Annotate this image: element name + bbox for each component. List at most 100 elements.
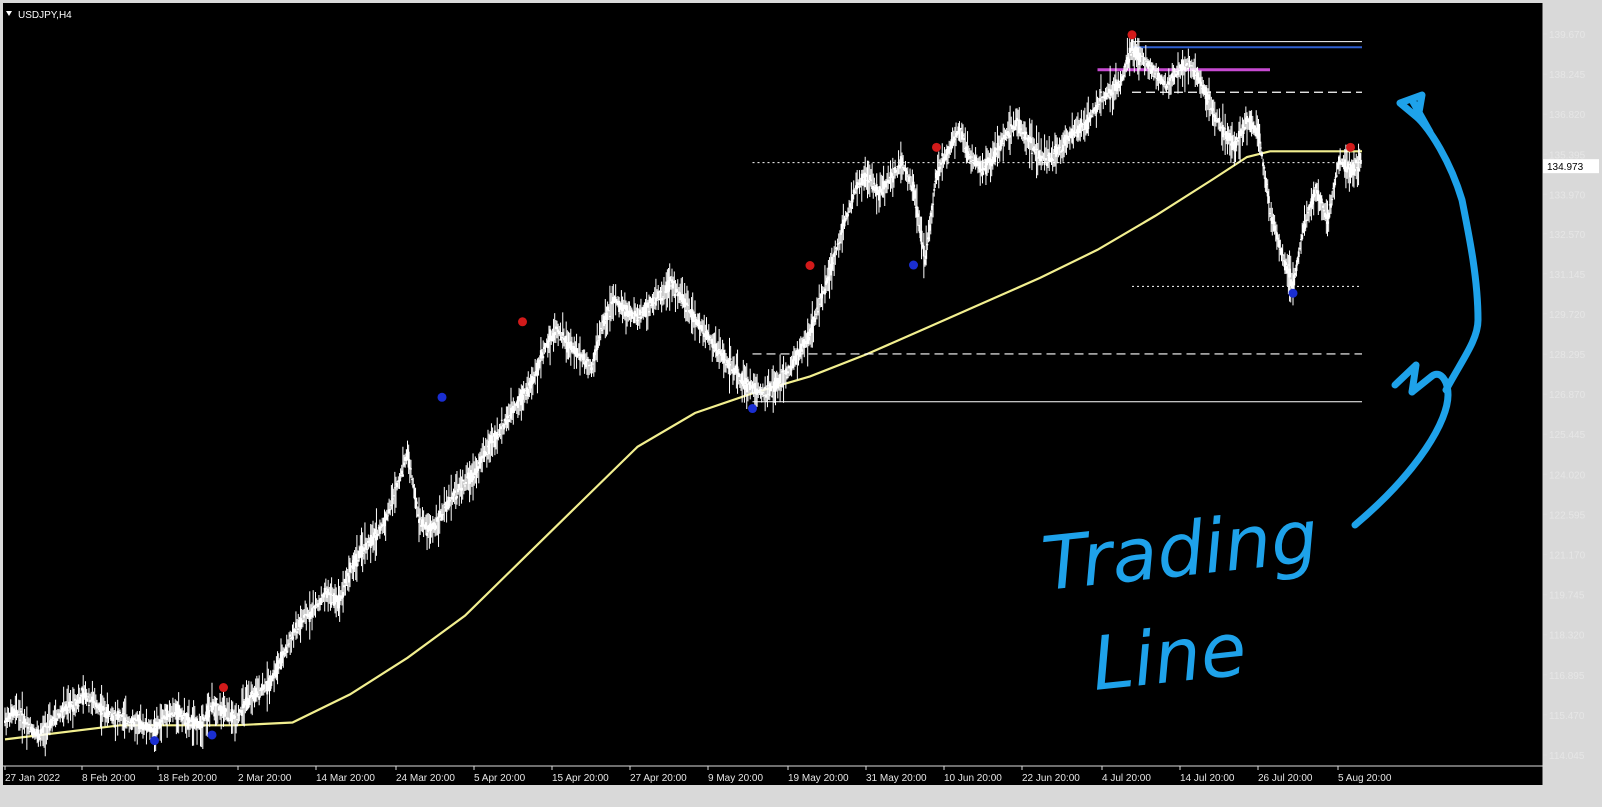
candle-body bbox=[51, 719, 54, 726]
candle-body bbox=[1289, 279, 1292, 286]
candle-body bbox=[580, 354, 583, 357]
candle-body bbox=[850, 207, 853, 209]
candle-body bbox=[227, 717, 230, 722]
candle-body bbox=[1079, 123, 1082, 134]
candle-body bbox=[1331, 199, 1334, 201]
candle-body bbox=[212, 701, 215, 710]
candle-body bbox=[905, 171, 908, 175]
candle-body bbox=[782, 370, 785, 372]
candle-body bbox=[694, 313, 696, 319]
candle-body bbox=[806, 331, 809, 345]
candle-body bbox=[20, 710, 23, 713]
candle-body bbox=[743, 384, 746, 390]
swing-high-marker bbox=[1127, 30, 1137, 40]
candle-body bbox=[185, 713, 188, 721]
candle-body bbox=[179, 710, 182, 715]
candle-body bbox=[1151, 65, 1154, 70]
candle-body bbox=[669, 285, 672, 287]
candle-body bbox=[162, 715, 165, 719]
candle-body bbox=[530, 375, 533, 385]
candle-body bbox=[1116, 82, 1119, 92]
candle-body bbox=[1225, 131, 1228, 139]
candle-body bbox=[697, 319, 700, 329]
candle-body bbox=[1236, 140, 1239, 142]
candle-body bbox=[31, 729, 34, 736]
candle-body bbox=[120, 714, 123, 716]
candle-body bbox=[956, 131, 959, 136]
candle-body bbox=[613, 298, 616, 303]
candle-body bbox=[757, 389, 760, 392]
candle-body bbox=[606, 306, 609, 311]
candle-body bbox=[406, 449, 409, 458]
candle-body bbox=[296, 631, 299, 634]
candle-body bbox=[1294, 273, 1297, 276]
candle-body bbox=[627, 313, 630, 318]
candle-body bbox=[1055, 144, 1058, 157]
candle-body bbox=[920, 230, 923, 245]
candle-body bbox=[27, 726, 29, 729]
candle-body bbox=[240, 710, 243, 716]
candle-body bbox=[216, 703, 219, 706]
candle-body bbox=[766, 385, 769, 387]
candle-body bbox=[917, 213, 920, 218]
candle-body bbox=[355, 563, 358, 567]
candle-body bbox=[745, 383, 748, 393]
candle-body bbox=[1239, 131, 1242, 134]
candle-body bbox=[925, 250, 928, 259]
candle-body bbox=[499, 426, 502, 430]
candle-body bbox=[777, 379, 780, 385]
candle-body bbox=[1082, 129, 1085, 131]
candle-body bbox=[635, 313, 638, 317]
candle-body bbox=[932, 203, 935, 205]
candle-body bbox=[934, 180, 937, 183]
candle-body bbox=[317, 603, 320, 605]
candle-body bbox=[339, 595, 342, 598]
candle-body bbox=[715, 351, 718, 357]
candle-body bbox=[470, 474, 473, 483]
x-tick-label: 14 Jul 20:00 bbox=[1180, 773, 1235, 784]
candle-body bbox=[1039, 155, 1041, 162]
candle-body bbox=[321, 594, 324, 597]
candle-body bbox=[947, 146, 949, 152]
candle-body bbox=[294, 622, 297, 628]
candle-body bbox=[173, 714, 176, 717]
candle-body bbox=[789, 365, 792, 369]
candle-body bbox=[507, 419, 510, 423]
candle-body bbox=[485, 454, 488, 456]
y-tick-label: 126.870 bbox=[1549, 390, 1586, 401]
candle-body bbox=[536, 360, 539, 376]
symbol-dropdown-icon[interactable] bbox=[6, 11, 12, 16]
candle-body bbox=[725, 363, 728, 366]
candle-body bbox=[953, 138, 956, 140]
candle-body bbox=[439, 518, 442, 520]
candle-body bbox=[143, 724, 146, 730]
candle-body bbox=[132, 721, 135, 727]
candle-body bbox=[182, 716, 185, 720]
candle-body bbox=[997, 145, 1000, 149]
candle-body bbox=[1111, 92, 1114, 95]
candle-body bbox=[1318, 195, 1321, 202]
candle-body bbox=[292, 628, 295, 633]
candle-body bbox=[1041, 155, 1044, 159]
candle-body bbox=[300, 621, 303, 623]
candle-body bbox=[1329, 203, 1332, 208]
candle-body bbox=[1260, 152, 1263, 157]
candle-body bbox=[18, 719, 21, 721]
x-tick-label: 4 Jul 20:00 bbox=[1102, 773, 1151, 784]
candle-body bbox=[193, 718, 196, 725]
y-tick-label: 128.295 bbox=[1549, 350, 1586, 361]
candle-body bbox=[411, 478, 414, 481]
candle-body bbox=[1332, 187, 1335, 189]
candle-body bbox=[963, 138, 966, 140]
candle-body bbox=[685, 302, 688, 306]
candle-body bbox=[912, 181, 915, 187]
candle-body bbox=[774, 377, 777, 390]
candle-body bbox=[263, 690, 266, 692]
y-tick-label: 131.145 bbox=[1549, 270, 1586, 281]
candle-body bbox=[897, 165, 900, 167]
candle-body bbox=[740, 380, 742, 383]
candle-body bbox=[194, 720, 197, 724]
candle-body bbox=[1193, 69, 1196, 80]
candle-body bbox=[205, 711, 208, 720]
